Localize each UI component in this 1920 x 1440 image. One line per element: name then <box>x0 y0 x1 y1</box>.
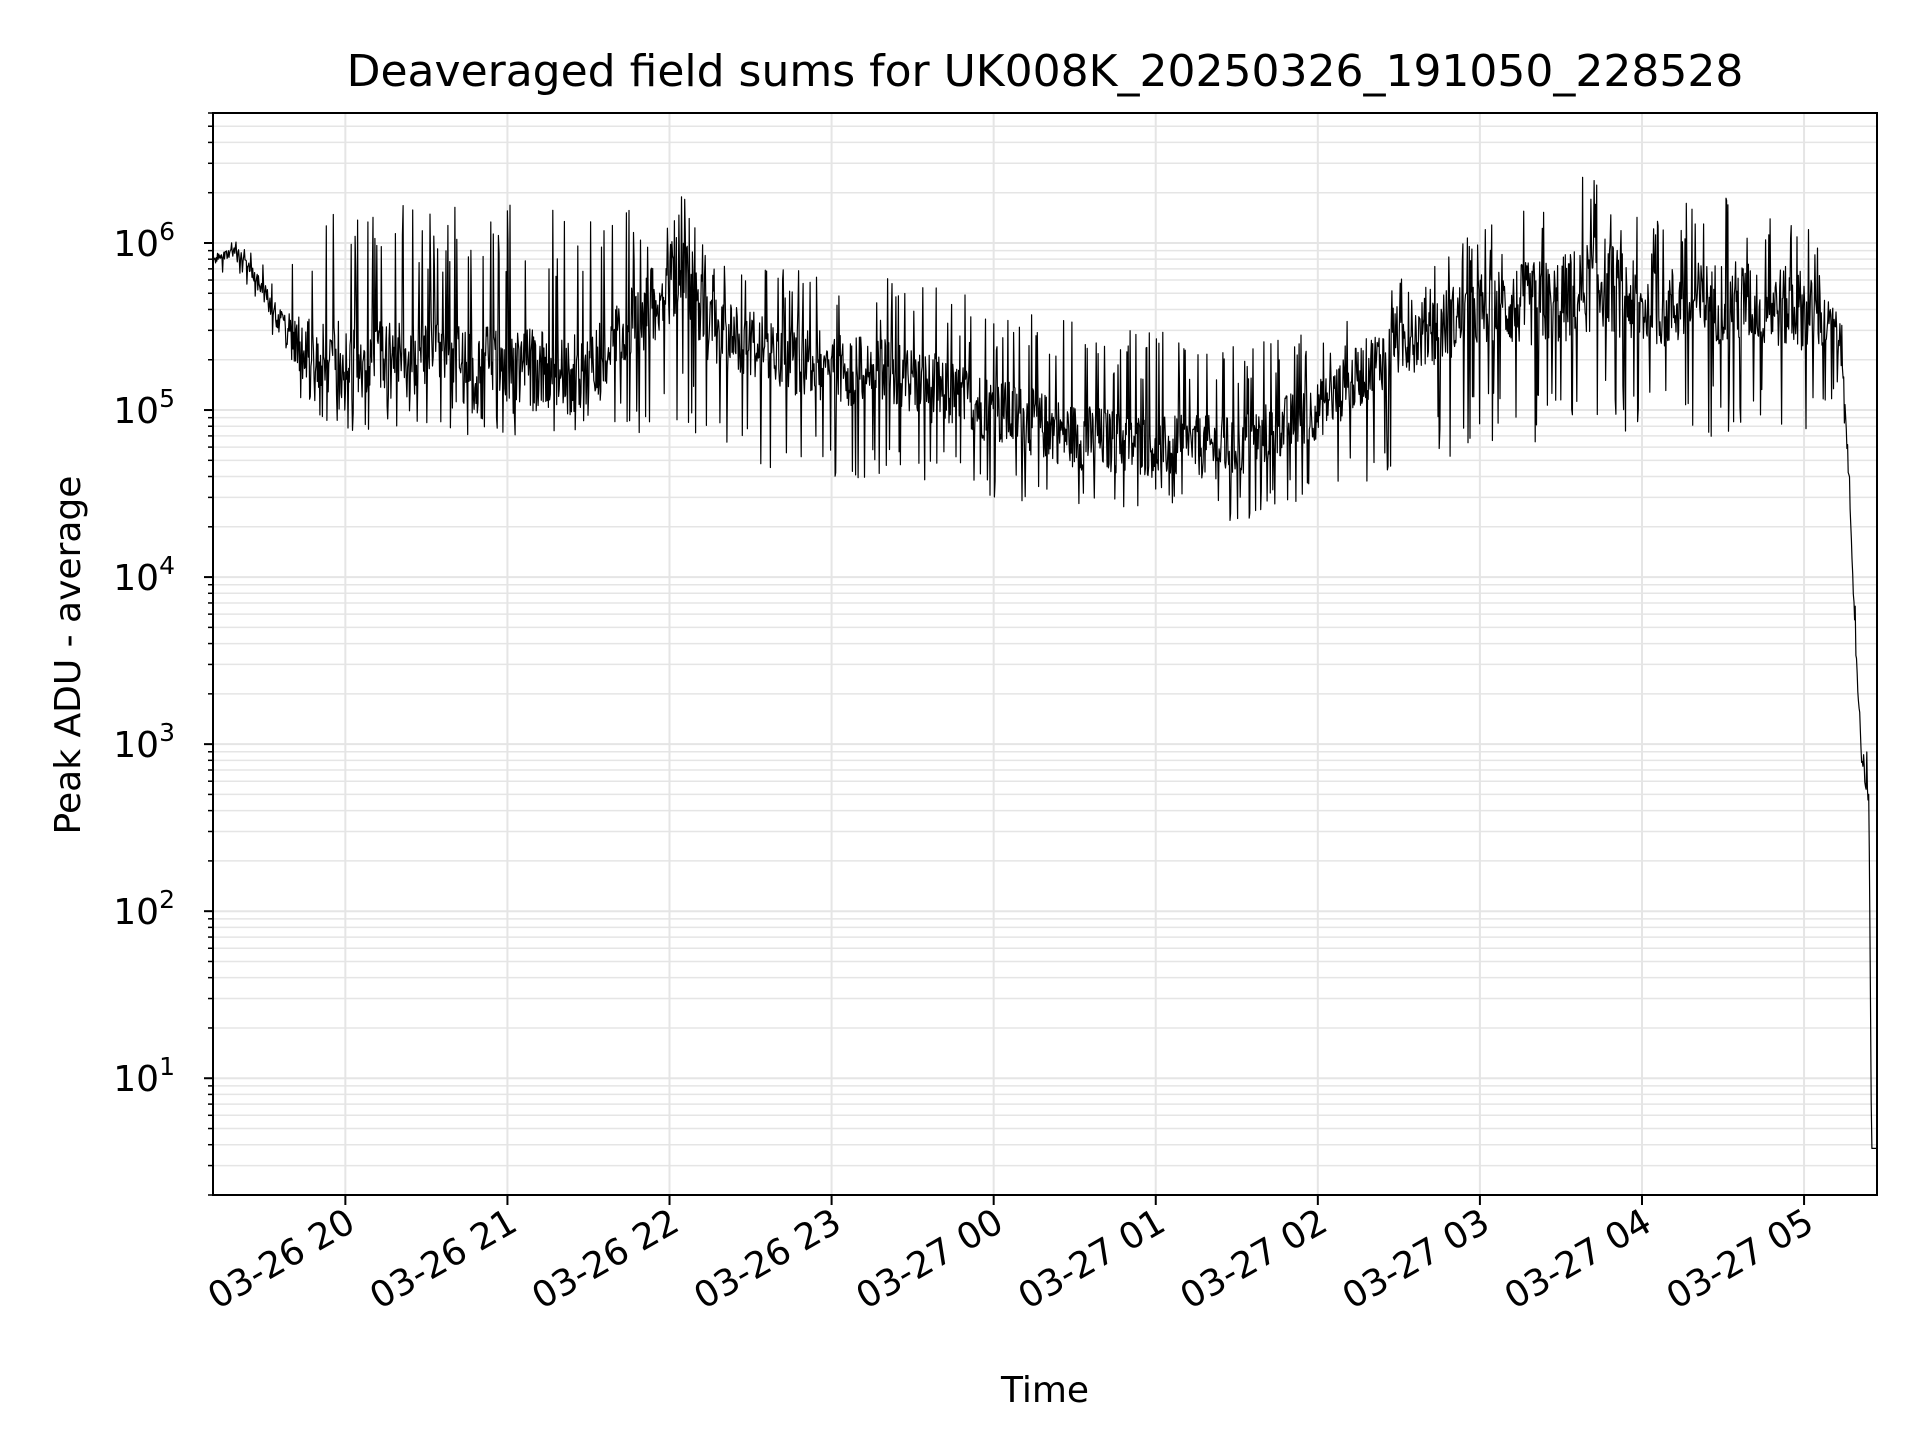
y-axis-label: Peak ADU - average <box>48 476 89 835</box>
y-tick-label: 101 <box>113 1052 175 1100</box>
plot-frame <box>212 112 1878 1196</box>
chart-title: Deaveraged field sums for UK008K_2025032… <box>347 46 1744 97</box>
y-tick-label: 102 <box>113 885 175 933</box>
y-tick-label: 103 <box>113 718 175 766</box>
series-line <box>212 176 1877 1149</box>
series-layer <box>212 176 1877 1149</box>
y-tick-label: 106 <box>113 217 175 265</box>
y-tick-label: 104 <box>113 551 175 599</box>
x-axis-label: Time <box>1000 1370 1089 1411</box>
y-tick-label: 105 <box>113 384 175 432</box>
